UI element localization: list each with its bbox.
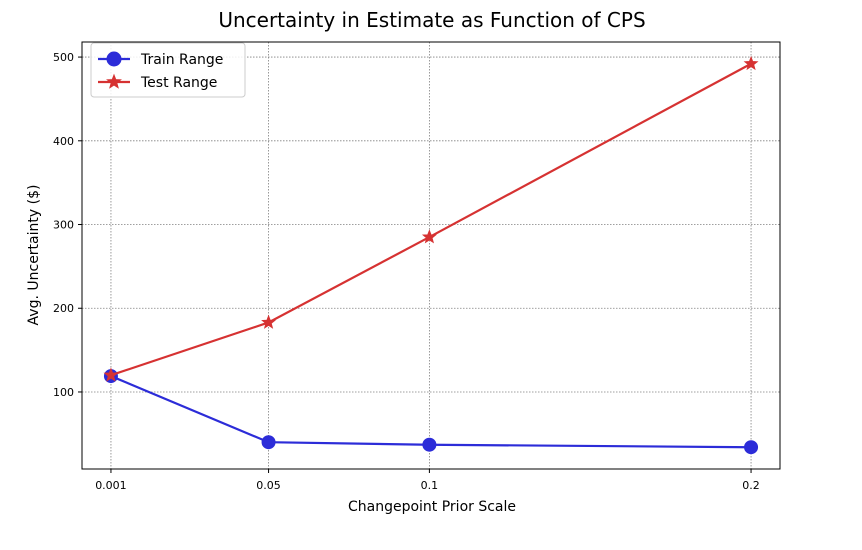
legend-marker-test-range [106, 73, 122, 89]
series-test-range [103, 55, 759, 382]
data-point-test-range [743, 55, 759, 71]
x-tick-label: 0.1 [421, 479, 439, 492]
data-point-train-range [744, 440, 759, 455]
x-tick-label: 0.001 [95, 479, 127, 492]
y-tick-label: 100 [53, 386, 74, 399]
y-tick-label: 500 [53, 51, 74, 64]
y-axis: 100 200 300 400 500 [53, 51, 82, 399]
grid [82, 42, 780, 469]
data-point-test-range [421, 229, 437, 244]
data-point-train-range [422, 437, 437, 452]
legend-label-test-range: Test Range [140, 75, 217, 91]
legend-marker-train-range [106, 51, 122, 67]
chart-title: Uncertainty in Estimate as Function of C… [218, 8, 645, 32]
y-axis-label: Avg. Uncertainty ($) [26, 185, 42, 326]
series-line-train-range [110, 375, 752, 449]
series-train-range [103, 369, 759, 455]
x-tick-label: 0.05 [256, 479, 281, 492]
series-line-test-range [110, 62, 752, 377]
series-layer [103, 55, 759, 455]
x-tick-label: 0.2 [742, 479, 760, 492]
legend-label-train-range: Train Range [140, 52, 223, 68]
data-point-train-range [261, 435, 276, 450]
x-axis-label: Changepoint Prior Scale [348, 499, 516, 515]
data-point-test-range [103, 367, 119, 382]
y-tick-label: 200 [53, 302, 74, 315]
legend: Train Range Test Range [90, 42, 246, 98]
legend-box [90, 42, 246, 98]
x-axis: 0.001 0.05 0.1 0.2 [95, 469, 760, 492]
y-tick-label: 400 [53, 135, 74, 148]
data-point-test-range [261, 314, 277, 329]
plot-frame [81, 41, 781, 470]
y-tick-label: 300 [53, 219, 74, 232]
